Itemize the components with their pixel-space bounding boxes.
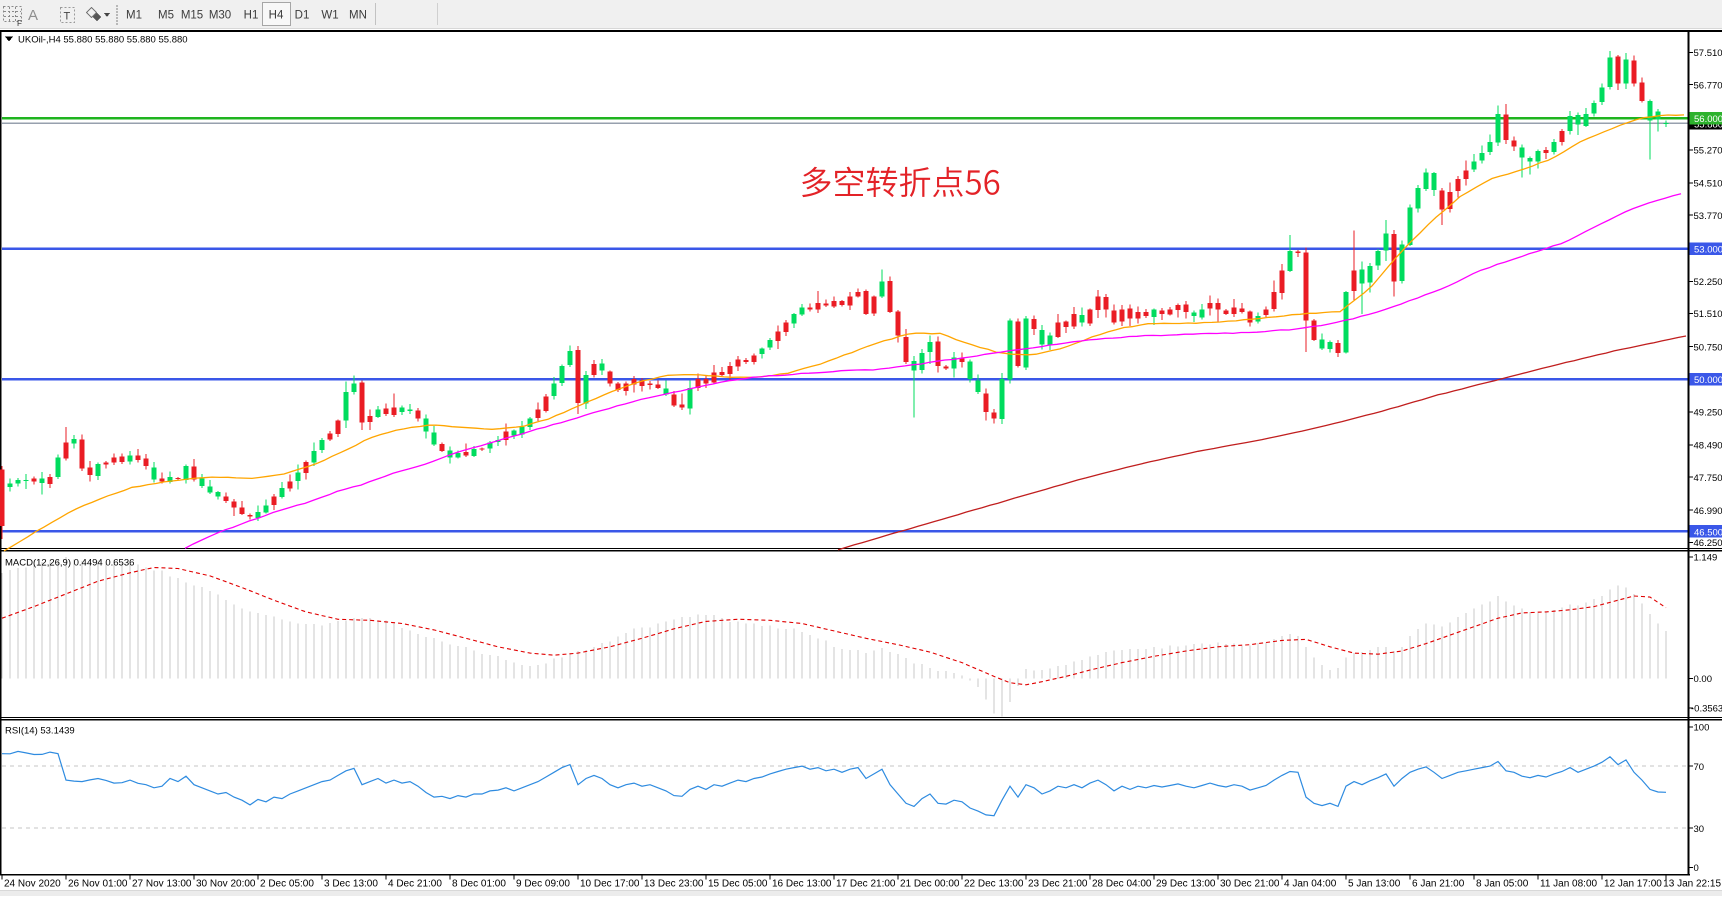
svg-text:RSI(14) 53.1439: RSI(14) 53.1439 <box>5 726 75 737</box>
svg-text:17 Dec 21:00: 17 Dec 21:00 <box>836 879 896 890</box>
svg-text:22 Dec 13:00: 22 Dec 13:00 <box>964 879 1024 890</box>
svg-text:3 Dec 13:00: 3 Dec 13:00 <box>324 879 378 890</box>
svg-text:D1: D1 <box>295 10 310 22</box>
svg-text:8 Dec 01:00: 8 Dec 01:00 <box>452 879 506 890</box>
svg-text:W1: W1 <box>321 10 338 22</box>
svg-text:53.770: 53.770 <box>1694 211 1722 222</box>
svg-text:49.250: 49.250 <box>1694 408 1722 419</box>
svg-text:57.510: 57.510 <box>1694 48 1722 59</box>
svg-text:H1: H1 <box>244 10 259 22</box>
svg-text:M30: M30 <box>209 10 231 22</box>
svg-text:M1: M1 <box>126 10 142 22</box>
svg-text:23 Dec 21:00: 23 Dec 21:00 <box>1028 879 1088 890</box>
svg-text:4 Jan 04:00: 4 Jan 04:00 <box>1284 879 1337 890</box>
svg-text:100: 100 <box>1694 723 1710 734</box>
svg-text:26 Nov 01:00: 26 Nov 01:00 <box>68 879 128 890</box>
svg-text:UKOil-,H4 55.880 55.880 55.88: UKOil-,H4 55.880 55.880 55.880 55.880 <box>18 35 188 46</box>
svg-text:4 Dec 21:00: 4 Dec 21:00 <box>388 879 442 890</box>
svg-text:56.770: 56.770 <box>1694 80 1722 91</box>
svg-text:10 Dec 17:00: 10 Dec 17:00 <box>580 879 640 890</box>
svg-text:48.490: 48.490 <box>1694 441 1722 452</box>
svg-text:1.149: 1.149 <box>1694 553 1718 564</box>
svg-text:30 Dec 21:00: 30 Dec 21:00 <box>1220 879 1280 890</box>
svg-text:51.510: 51.510 <box>1694 309 1722 320</box>
svg-text:53.000: 53.000 <box>1694 245 1722 256</box>
svg-text:21 Dec 00:00: 21 Dec 00:00 <box>900 879 960 890</box>
svg-text:46.250: 46.250 <box>1694 538 1722 549</box>
svg-text:11 Jan 08:00: 11 Jan 08:00 <box>1540 879 1598 890</box>
svg-text:50.000: 50.000 <box>1694 375 1722 386</box>
svg-text:T: T <box>64 11 71 23</box>
svg-text:70: 70 <box>1694 762 1705 773</box>
svg-text:-0.3563: -0.3563 <box>1691 704 1722 715</box>
svg-text:12 Jan 17:00: 12 Jan 17:00 <box>1604 879 1662 890</box>
svg-text:46.500: 46.500 <box>1694 527 1722 538</box>
svg-text:13 Dec 23:00: 13 Dec 23:00 <box>644 879 704 890</box>
svg-text:8 Jan 05:00: 8 Jan 05:00 <box>1476 879 1529 890</box>
svg-text:F: F <box>17 19 22 28</box>
svg-text:5 Jan 13:00: 5 Jan 13:00 <box>1348 879 1401 890</box>
svg-text:30: 30 <box>1694 824 1705 835</box>
svg-text:13 Jan 22:15: 13 Jan 22:15 <box>1663 879 1721 890</box>
svg-text:6 Jan 21:00: 6 Jan 21:00 <box>1412 879 1465 890</box>
svg-text:15 Dec 05:00: 15 Dec 05:00 <box>708 879 768 890</box>
svg-text:H4: H4 <box>269 10 284 22</box>
svg-text:MN: MN <box>349 10 367 22</box>
svg-text:29 Dec 13:00: 29 Dec 13:00 <box>1156 879 1216 890</box>
svg-text:46.990: 46.990 <box>1694 506 1722 517</box>
svg-text:28 Dec 04:00: 28 Dec 04:00 <box>1092 879 1152 890</box>
svg-text:47.750: 47.750 <box>1694 473 1722 484</box>
svg-text:M5: M5 <box>158 10 174 22</box>
svg-text:M15: M15 <box>181 10 203 22</box>
svg-text:55.270: 55.270 <box>1694 146 1722 157</box>
svg-text:2 Dec 05:00: 2 Dec 05:00 <box>260 879 314 890</box>
svg-text:16 Dec 13:00: 16 Dec 13:00 <box>772 879 832 890</box>
svg-text:30 Nov 20:00: 30 Nov 20:00 <box>196 879 256 890</box>
svg-text:A: A <box>28 7 38 24</box>
svg-text:MACD(12,26,9) 0.4494 0.6536: MACD(12,26,9) 0.4494 0.6536 <box>5 558 134 569</box>
svg-text:0: 0 <box>1694 863 1699 874</box>
svg-text:9 Dec 09:00: 9 Dec 09:00 <box>516 879 570 890</box>
svg-text:50.750: 50.750 <box>1694 342 1722 353</box>
svg-text:56.000: 56.000 <box>1694 114 1722 125</box>
svg-text:52.250: 52.250 <box>1694 277 1722 288</box>
svg-text:54.510: 54.510 <box>1694 179 1722 190</box>
svg-text:24 Nov 2020: 24 Nov 2020 <box>4 879 61 890</box>
svg-text:27 Nov 13:00: 27 Nov 13:00 <box>132 879 192 890</box>
svg-text:0.00: 0.00 <box>1694 674 1713 685</box>
